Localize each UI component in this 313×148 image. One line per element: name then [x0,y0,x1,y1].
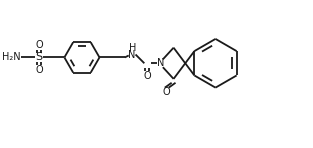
Text: O: O [143,71,151,81]
Text: O: O [163,87,171,96]
Text: N: N [128,49,135,59]
Text: S: S [35,52,43,62]
Text: H: H [129,43,136,53]
Text: O: O [35,65,43,75]
Text: H₂N: H₂N [2,52,21,62]
Text: N: N [157,58,165,68]
Text: O: O [35,40,43,50]
